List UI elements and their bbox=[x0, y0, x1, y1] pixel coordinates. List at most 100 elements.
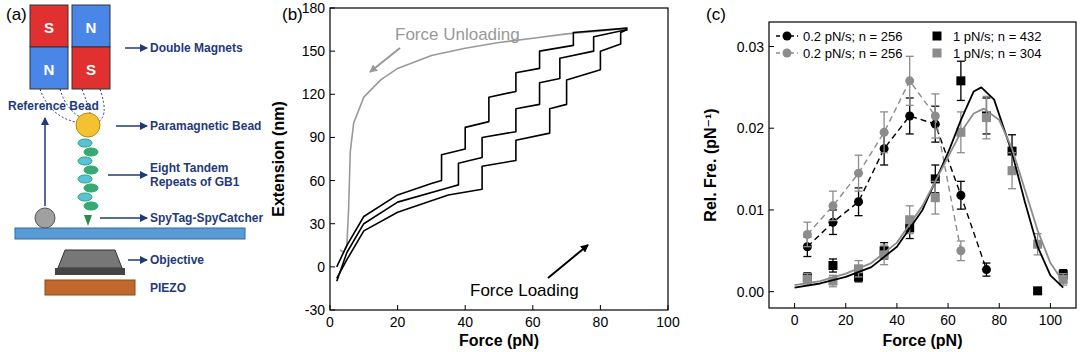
point-marker bbox=[1033, 286, 1042, 295]
annotation-arrow bbox=[370, 48, 400, 72]
error-cap bbox=[880, 264, 888, 265]
point-marker bbox=[956, 246, 965, 255]
figure: (a)SNNSDouble MagnetsParamagnetic BeadEi… bbox=[0, 0, 1080, 352]
data-group bbox=[337, 28, 628, 281]
error-bar bbox=[906, 56, 914, 105]
y-tick-label: 180 bbox=[302, 0, 326, 16]
error-bar bbox=[931, 94, 939, 138]
diagram-label: Eight Tandem bbox=[150, 161, 228, 175]
panel-c: (c)0204060801000.000.010.020.03Force (pN… bbox=[702, 5, 1076, 349]
error-cap bbox=[957, 240, 965, 241]
x-tick-label: 0 bbox=[326, 314, 334, 330]
y-axis-label: Rel. Fre. (pN⁻¹) bbox=[702, 108, 719, 221]
y-tick bbox=[330, 180, 335, 181]
error-cap bbox=[982, 262, 990, 263]
x-tick-label: 40 bbox=[889, 312, 905, 328]
error-cap bbox=[957, 208, 965, 209]
error-cap bbox=[803, 246, 811, 247]
error-bar bbox=[855, 188, 863, 216]
reference-bead bbox=[35, 208, 55, 228]
gb1-domain bbox=[84, 148, 98, 156]
point-marker bbox=[982, 113, 991, 122]
x-tick bbox=[999, 303, 1000, 308]
magnet-half bbox=[30, 5, 68, 47]
error-cap bbox=[931, 213, 939, 214]
point-marker bbox=[933, 49, 942, 58]
x-tick-label: 40 bbox=[457, 314, 473, 330]
error-bar bbox=[880, 112, 888, 153]
x-axis-label: Force (pN) bbox=[459, 332, 539, 349]
legend-label: 0.2 pN/s; n = 256 bbox=[803, 29, 902, 44]
legend-label: 1 pN/s; n = 304 bbox=[953, 46, 1042, 61]
point-marker bbox=[854, 197, 863, 206]
error-cap bbox=[829, 286, 837, 287]
error-cap bbox=[880, 152, 888, 153]
x-tick-label: 0 bbox=[791, 312, 799, 328]
annotation-arrow bbox=[548, 245, 588, 278]
annotation: Force Loading bbox=[470, 281, 579, 300]
spy-linker bbox=[84, 215, 92, 226]
gb1-domain bbox=[84, 184, 98, 192]
error-cap bbox=[957, 181, 965, 182]
x-tick-label: 20 bbox=[390, 314, 406, 330]
annotation: Force Unloading bbox=[395, 25, 520, 44]
series-line bbox=[340, 28, 627, 252]
label-arrow bbox=[108, 174, 147, 176]
label-arrow bbox=[116, 125, 147, 127]
diagram-label: Objective bbox=[150, 253, 204, 267]
data-group bbox=[795, 56, 1068, 295]
x-tick bbox=[1050, 303, 1051, 308]
y-tick bbox=[330, 310, 335, 311]
slide bbox=[15, 228, 245, 239]
pole-label: N bbox=[44, 61, 55, 78]
error-cap bbox=[855, 190, 863, 191]
error-bar bbox=[829, 259, 837, 272]
point-marker bbox=[933, 32, 942, 41]
x-tick-label: 20 bbox=[838, 312, 854, 328]
y-tick bbox=[769, 46, 774, 47]
legend-label: 1 pN/s; n = 432 bbox=[953, 29, 1042, 44]
error-cap bbox=[803, 222, 811, 223]
diagram-label: Reference Bead bbox=[8, 99, 99, 113]
series-line bbox=[337, 30, 628, 282]
y-tick bbox=[330, 137, 335, 138]
x-tick bbox=[845, 303, 846, 308]
x-tick bbox=[465, 305, 466, 310]
label-arrow bbox=[44, 118, 46, 206]
series-line bbox=[795, 87, 1064, 287]
error-cap bbox=[982, 138, 990, 139]
error-cap bbox=[880, 244, 888, 245]
magnet-half bbox=[30, 47, 68, 89]
panel-label: (b) bbox=[282, 5, 303, 24]
error-cap bbox=[982, 275, 990, 276]
error-cap bbox=[931, 141, 939, 142]
objective bbox=[58, 250, 122, 268]
x-tick bbox=[794, 303, 795, 308]
diagram-label: PIEZO bbox=[150, 281, 186, 295]
error-bar bbox=[957, 181, 965, 209]
point-marker bbox=[931, 111, 940, 120]
y-tick bbox=[769, 291, 774, 292]
y-tick-label: 0.03 bbox=[737, 39, 764, 55]
point-marker bbox=[828, 201, 837, 210]
error-bar bbox=[803, 222, 811, 247]
x-tick-label: 60 bbox=[525, 314, 541, 330]
panel-label: (a) bbox=[6, 5, 27, 24]
error-cap bbox=[880, 242, 888, 243]
y-tick bbox=[330, 51, 335, 52]
error-cap bbox=[906, 205, 914, 206]
error-bar bbox=[829, 191, 837, 220]
plot-frame bbox=[330, 8, 668, 310]
y-tick-label: 0.00 bbox=[737, 284, 764, 300]
diagram-label: SpyTag-SpyCatcher bbox=[150, 211, 263, 225]
y-tick-label: 90 bbox=[309, 129, 325, 145]
error-cap bbox=[957, 100, 965, 101]
x-tick bbox=[330, 305, 331, 310]
error-cap bbox=[803, 272, 811, 273]
error-cap bbox=[829, 258, 837, 259]
y-tick-label: 60 bbox=[309, 173, 325, 189]
x-tick-label: 80 bbox=[991, 312, 1007, 328]
paramagnetic-bead bbox=[76, 113, 100, 137]
x-tick-label: 100 bbox=[1039, 312, 1063, 328]
error-cap bbox=[803, 273, 811, 274]
